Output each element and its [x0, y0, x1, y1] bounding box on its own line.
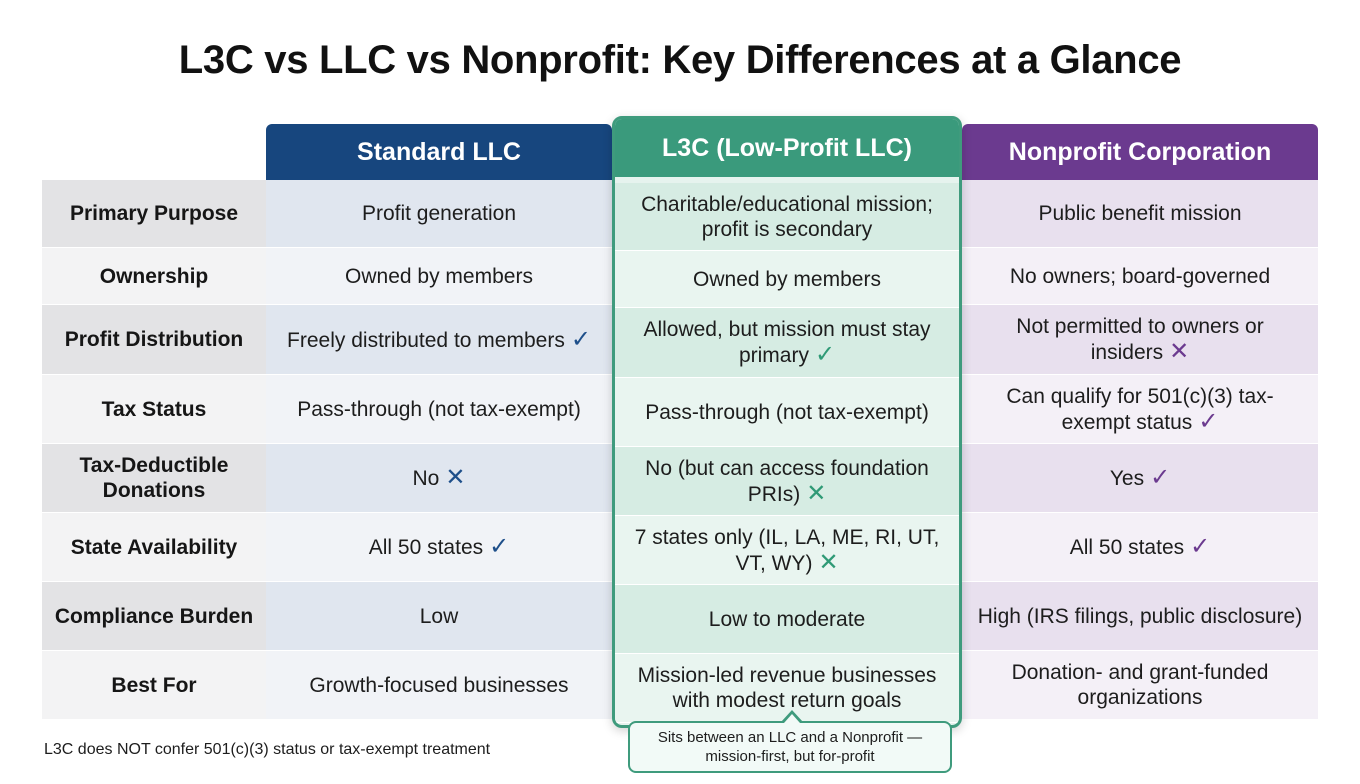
row-label-text: Profit Distribution: [64, 328, 244, 351]
standard-llc-cell: Freely distributed to members ✓: [266, 305, 612, 375]
nonprofit-cell: High (IRS filings, public disclosure): [962, 582, 1318, 651]
standard-llc-cell-text: No: [412, 467, 440, 490]
l3c-cell: No (but can access foundation PRIs) ✕: [615, 447, 959, 516]
table-row: Ownership Owned by members No owners; boar…: [42, 248, 1318, 305]
cross-icon: ✕: [445, 464, 466, 491]
cross-icon: ✕: [806, 479, 827, 507]
nonprofit-cell-text: Yes: [1109, 467, 1145, 490]
table-row: Compliance Burden Low High (IRS filings, p…: [42, 582, 1318, 651]
l3c-cell: Owned by members: [615, 251, 959, 308]
nonprofit-cell: Donation- and grant-funded organizations: [962, 651, 1318, 720]
nonprofit-cell: Public benefit mission: [962, 180, 1318, 248]
l3c-cell-text: Allowed, but mission must stay primary: [643, 318, 931, 367]
row-label: Tax-Deductible Donations: [42, 444, 266, 513]
nonprofit-cell-text: Public benefit mission: [1038, 202, 1242, 225]
nonprofit-cell-text: Donation- and grant-funded organizations: [1011, 661, 1269, 709]
check-icon: ✓: [489, 533, 510, 560]
standard-llc-cell: Profit generation: [266, 180, 612, 248]
nonprofit-cell: All 50 states ✓: [962, 513, 1318, 582]
header-l3c: L3C (Low-Profit LLC): [615, 119, 959, 177]
standard-llc-cell: Growth-focused businesses: [266, 651, 612, 720]
row-label: Profit Distribution: [42, 305, 266, 375]
standard-llc-cell: No ✕: [266, 444, 612, 513]
l3c-cell: Charitable/educational mission; profit i…: [615, 183, 959, 251]
standard-llc-cell-text: Owned by members: [345, 264, 533, 288]
table-row: State Availability All 50 states ✓ All 50 s…: [42, 513, 1318, 582]
page-title: L3C vs LLC vs Nonprofit: Key Differences…: [178, 38, 1182, 82]
standard-llc-cell: Low: [266, 582, 612, 651]
nonprofit-cell-text: High (IRS filings, public disclosure): [977, 604, 1303, 628]
standard-llc-cell: All 50 states ✓: [266, 513, 612, 582]
cross-icon: ✕: [818, 548, 839, 576]
l3c-cell-text: Low to moderate: [708, 607, 866, 631]
standard-llc-cell-text: Low: [419, 604, 459, 628]
table-row: Profit Distribution Freely distributed to…: [42, 305, 1318, 375]
l3c-cell: Pass-through (not tax-exempt): [615, 378, 959, 447]
nonprofit-cell: No owners; board-governed: [962, 248, 1318, 305]
standard-llc-cell-text: Pass-through (not tax-exempt): [297, 397, 581, 421]
standard-llc-cell-text: Profit generation: [361, 202, 517, 225]
table-row: Tax-Deductible Donations No ✕ Yes ✓: [42, 444, 1318, 513]
row-label: Tax Status: [42, 375, 266, 444]
l3c-cell: 7 states only (IL, LA, ME, RI, UT, VT, W…: [615, 516, 959, 585]
table-row: Best For Growth-focused businesses Donatio…: [42, 651, 1318, 720]
row-label: State Availability: [42, 513, 266, 582]
table-row: Tax Status Pass-through (not tax-exempt) C…: [42, 375, 1318, 444]
nonprofit-cell-text: All 50 states: [1069, 536, 1185, 559]
nonprofit-cell-text: Not permitted to owners or insiders: [1016, 315, 1264, 364]
l3c-cell: Low to moderate: [615, 585, 959, 654]
l3c-cell-text: No (but can access foundation PRIs): [645, 456, 929, 506]
row-label: Compliance Burden: [42, 582, 266, 651]
standard-llc-cell-text: Growth-focused businesses: [309, 673, 569, 697]
l3c-column-highlight: L3C (Low-Profit LLC) Charitable/educatio…: [612, 116, 962, 728]
row-label: Best For: [42, 651, 266, 720]
l3c-callout: Sits between an LLC and a Nonprofit — mi…: [628, 721, 952, 773]
row-label: Primary Purpose: [42, 180, 266, 248]
check-icon: ✓: [1190, 533, 1211, 560]
nonprofit-cell-text: No owners; board-governed: [1009, 264, 1271, 288]
standard-llc-cell-text: Freely distributed to members: [287, 328, 565, 352]
cross-icon: ✕: [1169, 338, 1190, 365]
l3c-cell-text: Charitable/educational mission; profit i…: [641, 192, 933, 241]
l3c-cell-text: Mission-led revenue businesses with mode…: [637, 664, 937, 712]
row-label-text: Tax-Deductible Donations: [79, 454, 229, 502]
row-label-text: State Availability: [70, 535, 238, 559]
nonprofit-cell: Yes ✓: [962, 444, 1318, 513]
l3c-cell-text: 7 states only (IL, LA, ME, RI, UT, VT, W…: [634, 525, 940, 575]
standard-llc-cell: Pass-through (not tax-exempt): [266, 375, 612, 444]
row-label-text: Ownership: [99, 264, 209, 288]
nonprofit-cell-text: Can qualify for 501(c)(3) tax-exempt sta…: [1006, 384, 1274, 434]
check-icon: ✓: [1150, 464, 1171, 491]
table-row: Primary Purpose Profit generation Public b…: [42, 180, 1318, 248]
nonprofit-cell: Can qualify for 501(c)(3) tax-exempt sta…: [962, 375, 1318, 444]
header-nonprofit-corporation: Nonprofit Corporation: [962, 124, 1318, 180]
check-icon: ✓: [814, 341, 836, 368]
header-standard-llc: Standard LLC: [266, 124, 612, 180]
callout-pointer-fill: [784, 714, 800, 723]
row-label-text: Best For: [111, 673, 197, 697]
check-icon: ✓: [1198, 407, 1219, 435]
l3c-cell-text: Owned by members: [693, 267, 881, 291]
row-label-text: Compliance Burden: [54, 604, 254, 628]
l3c-cell: Allowed, but mission must stay primary ✓: [615, 308, 959, 378]
row-label-text: Primary Purpose: [69, 202, 239, 225]
row-label: Ownership: [42, 248, 266, 305]
check-icon: ✓: [570, 325, 591, 353]
row-label-text: Tax Status: [101, 397, 207, 421]
nonprofit-cell: Not permitted to owners or insiders ✕: [962, 305, 1318, 375]
standard-llc-cell: Owned by members: [266, 248, 612, 305]
standard-llc-cell-text: All 50 states: [368, 536, 484, 559]
footnote: L3C does NOT confer 501(c)(3) status or …: [44, 741, 491, 758]
l3c-cell-text: Pass-through (not tax-exempt): [645, 400, 929, 424]
